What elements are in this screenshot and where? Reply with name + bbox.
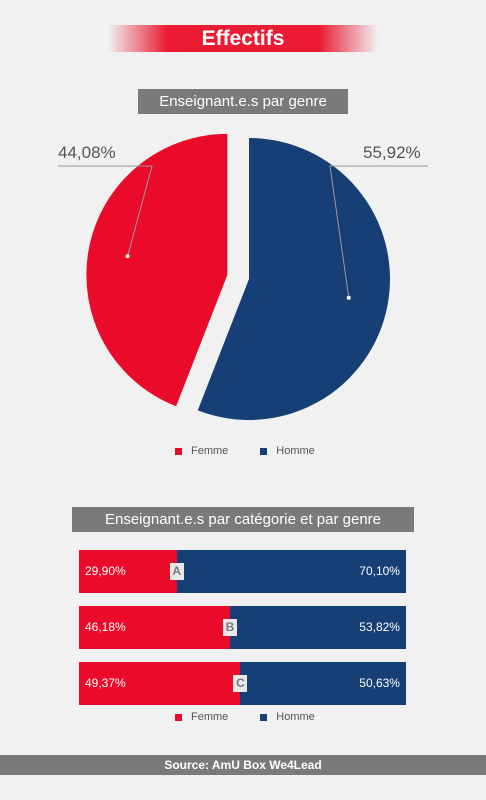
page-title: Effectifs (201, 27, 285, 50)
pie-slice-femme (86, 133, 228, 407)
bar-segment-femme: 49,37% (79, 662, 241, 705)
pie-leader-dot-homme (346, 295, 351, 300)
bar-segment-homme: 50,63% (240, 662, 406, 705)
legend-swatch-homme (260, 713, 268, 721)
legend-item-femme: Femme (175, 711, 228, 723)
bar-value-label-homme: 70,10% (359, 564, 400, 578)
bar-row-a: 29,90% 70,10% A (79, 550, 406, 593)
bar-segment-homme: 53,82% (230, 606, 406, 649)
legend-item-homme: Homme (260, 445, 315, 457)
pie-chart (58, 133, 428, 420)
legend-label-homme: Homme (276, 445, 315, 457)
legend-label-homme: Homme (276, 711, 315, 723)
bar-row-c: 49,37% 50,63% C (79, 662, 406, 705)
bar-segment-femme: 46,18% (79, 606, 230, 649)
category-label-c: C (233, 675, 248, 692)
pie-leader-line-homme (329, 165, 428, 298)
legend-label-femme: Femme (191, 711, 229, 723)
legend-swatch-homme (260, 447, 268, 455)
category-label-b: B (223, 619, 237, 636)
bar-chart-title: Enseignant.e.s par catégorie et par genr… (72, 507, 414, 532)
legend-swatch-femme (175, 447, 182, 455)
bar-value-label-homme: 53,82% (359, 620, 400, 634)
category-label-a: A (169, 563, 184, 580)
pie-leader-dot-femme (125, 254, 130, 259)
bar-value-label-femme: 49,37% (85, 676, 126, 690)
bar-legend: Femme Homme (175, 711, 347, 723)
pie-label-femme: 44,08% (58, 143, 116, 162)
bar-value-label-femme: 46,18% (85, 620, 126, 634)
legend-swatch-femme (175, 713, 182, 721)
source-footer: Source: AmU Box We4Lead (0, 755, 486, 775)
bar-segment-homme: 70,10% (176, 550, 406, 593)
legend-item-femme: Femme (175, 445, 228, 457)
pie-leader-line-femme (58, 165, 153, 257)
bar-value-label-homme: 50,63% (359, 676, 400, 690)
header-banner (108, 25, 378, 52)
pie-legend: Femme Homme (175, 445, 347, 457)
bar-value-label-femme: 29,90% (85, 564, 126, 578)
legend-item-homme: Homme (260, 711, 315, 723)
bar-row-b: 46,18% 53,82% B (79, 606, 406, 649)
pie-label-homme: 55,92% (363, 143, 421, 162)
bar-segment-femme: 29,90% (79, 550, 177, 593)
pie-slice-homme (197, 138, 391, 420)
legend-label-femme: Femme (191, 445, 229, 457)
pie-chart-title: Enseignant.e.s par genre (138, 89, 348, 114)
